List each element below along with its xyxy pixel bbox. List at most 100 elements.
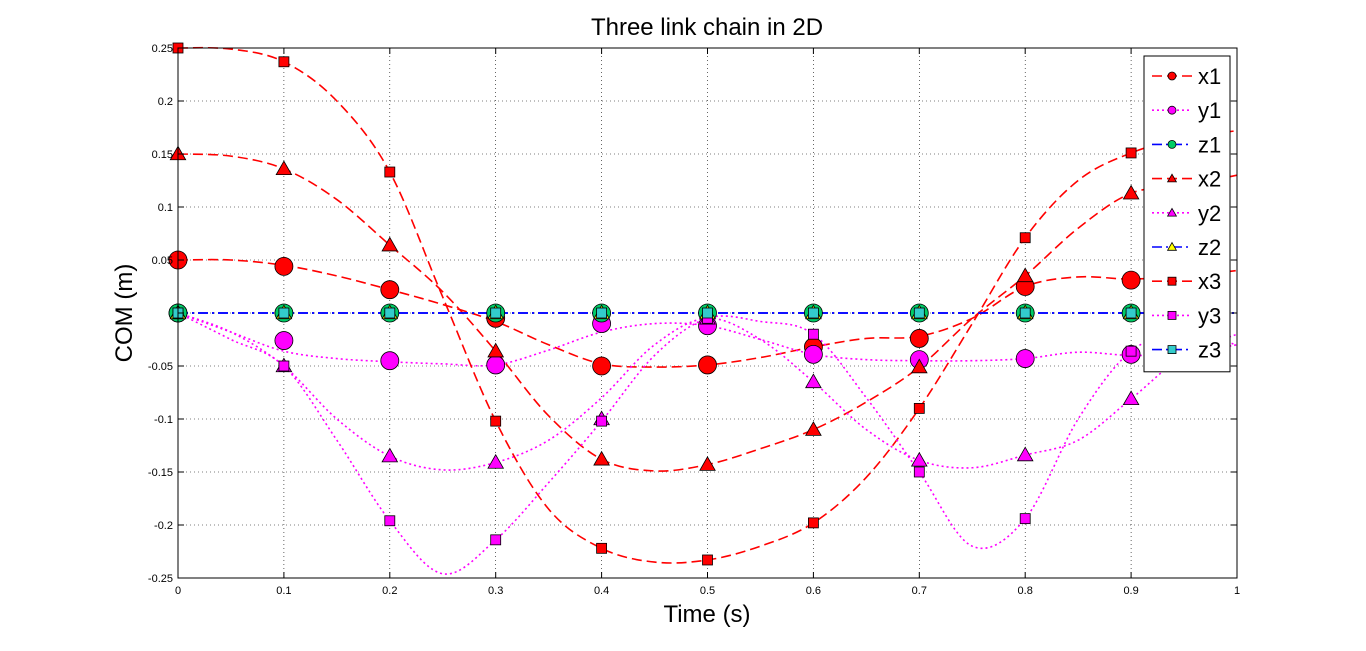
x-tick-label: 0.5: [700, 585, 715, 597]
data-point-x3: [808, 517, 819, 529]
legend-label-y3: y3: [1198, 303, 1221, 328]
data-point-y1: [1015, 349, 1035, 368]
y-tick-label: 0.1: [158, 202, 173, 214]
legend-label-x2: x2: [1198, 167, 1221, 192]
data-point-x1: [380, 280, 400, 300]
data-point-x2: [699, 456, 716, 471]
data-point-y3: [596, 415, 607, 427]
data-point-y3: [1019, 513, 1031, 525]
legend-label-x3: x3: [1198, 269, 1221, 294]
data-point-y1: [804, 344, 823, 364]
legend-label-y2: y2: [1198, 201, 1221, 226]
data-point-z3: [913, 307, 925, 319]
data-point-y2: [910, 451, 928, 467]
data-point-z3: [596, 307, 607, 319]
data-point-x3: [384, 166, 396, 178]
data-point-x1: [592, 356, 611, 376]
data-point-z3: [490, 307, 502, 319]
data-point-y2: [1016, 446, 1034, 462]
series-line-x3: [177, 46, 1238, 564]
legend-label-y1: y1: [1198, 98, 1221, 123]
data-point-x1: [909, 329, 929, 348]
x-tick-label: 0.3: [488, 585, 503, 597]
legend-label-z2: z2: [1198, 235, 1221, 260]
x-tick-label: 0.8: [1018, 585, 1033, 597]
y-axis-label: COM (m): [111, 264, 138, 363]
data-point-z3: [278, 307, 290, 319]
y-tick-label: -0.15: [148, 467, 173, 479]
data-point-z3: [702, 307, 713, 319]
legend-label-z3: z3: [1198, 338, 1221, 363]
data-point-x2: [275, 160, 293, 176]
data-point-x1: [698, 355, 717, 375]
data-point-x3: [702, 554, 713, 566]
x-tick-label: 0.1: [276, 585, 291, 597]
y-tick-label: 0.05: [152, 255, 173, 267]
data-point-x3: [1125, 147, 1137, 159]
legend-marker-x1: [1167, 71, 1177, 81]
legend-marker-x2: [1166, 173, 1178, 183]
x-tick-label: 1: [1234, 585, 1240, 597]
y-tick-label: -0.05: [148, 361, 173, 373]
legend-marker-x3: [1167, 276, 1177, 286]
legend-marker-z3: [1167, 345, 1177, 355]
series-line-y1: [177, 312, 1238, 367]
data-point-z3: [1019, 307, 1031, 319]
data-point-x3: [596, 542, 607, 554]
data-point-y3: [808, 328, 819, 340]
data-point-x3: [913, 402, 925, 414]
y-tick-label: 0.2: [158, 96, 173, 108]
x-tick-label: 0: [175, 585, 181, 597]
legend-marker-z1: [1167, 139, 1177, 149]
data-point-z3: [384, 307, 396, 319]
data-point-x1: [274, 256, 294, 276]
legend-label-x1: x1: [1198, 64, 1221, 89]
y-tick-label: -0.1: [154, 414, 173, 426]
data-point-x1: [1121, 270, 1141, 290]
data-point-y2: [381, 447, 399, 463]
x-tick-label: 0.4: [594, 585, 609, 597]
data-point-x2: [1122, 184, 1140, 200]
data-point-z3: [1125, 307, 1137, 319]
data-point-x2: [381, 236, 399, 252]
data-point-x2: [1016, 267, 1034, 283]
data-point-y3: [490, 534, 502, 546]
legend-marker-y1: [1167, 105, 1177, 115]
y-tick-label: -0.25: [148, 573, 173, 585]
x-tick-label: 0.6: [806, 585, 821, 597]
data-point-x3: [1019, 232, 1031, 244]
data-point-x3: [490, 415, 502, 427]
legend-box: [1143, 55, 1231, 373]
legend-marker-z2: [1166, 241, 1178, 251]
legend-label-z1: z1: [1198, 132, 1221, 157]
data-point-y1: [486, 355, 506, 375]
data-point-y1: [380, 351, 400, 371]
data-point-y1: [274, 331, 294, 350]
y-tick-label: 0.25: [152, 43, 173, 55]
chart-title: Three link chain in 2D: [591, 14, 823, 41]
data-point-y2: [805, 373, 822, 389]
data-point-x2: [487, 342, 505, 358]
legend-marker-y2: [1166, 207, 1178, 217]
y-tick-label: 0.15: [152, 149, 173, 161]
x-tick-label: 0.2: [382, 585, 397, 597]
data-point-y3: [1125, 345, 1137, 357]
data-point-x2: [805, 421, 822, 436]
data-point-y3: [384, 515, 396, 527]
data-point-x2: [910, 358, 928, 374]
data-point-x2: [593, 450, 610, 466]
axis-ticks: 0 0.1 0.2 0.3 0.4 0.5 0.6 0.7 0.8 0.9 1 -0.25 -0.2 -0…: [148, 43, 1240, 597]
data-point-y3: [913, 466, 925, 478]
data-point-x3: [278, 56, 290, 68]
y-tick-label: -0.2: [154, 520, 173, 532]
x-tick-label: 0.9: [1123, 585, 1138, 597]
data-point-y2: [487, 453, 505, 469]
series-layer: [168, 42, 1238, 575]
legend-marker-y3: [1167, 310, 1177, 320]
data-point-y3: [278, 360, 290, 372]
data-point-z3: [808, 307, 819, 319]
data-point-y2: [1122, 390, 1140, 406]
x-tick-label: 0.7: [912, 585, 927, 597]
legend: x1 y1 z1 x2 y2 z2 x3 y3 z3: [1143, 55, 1231, 373]
